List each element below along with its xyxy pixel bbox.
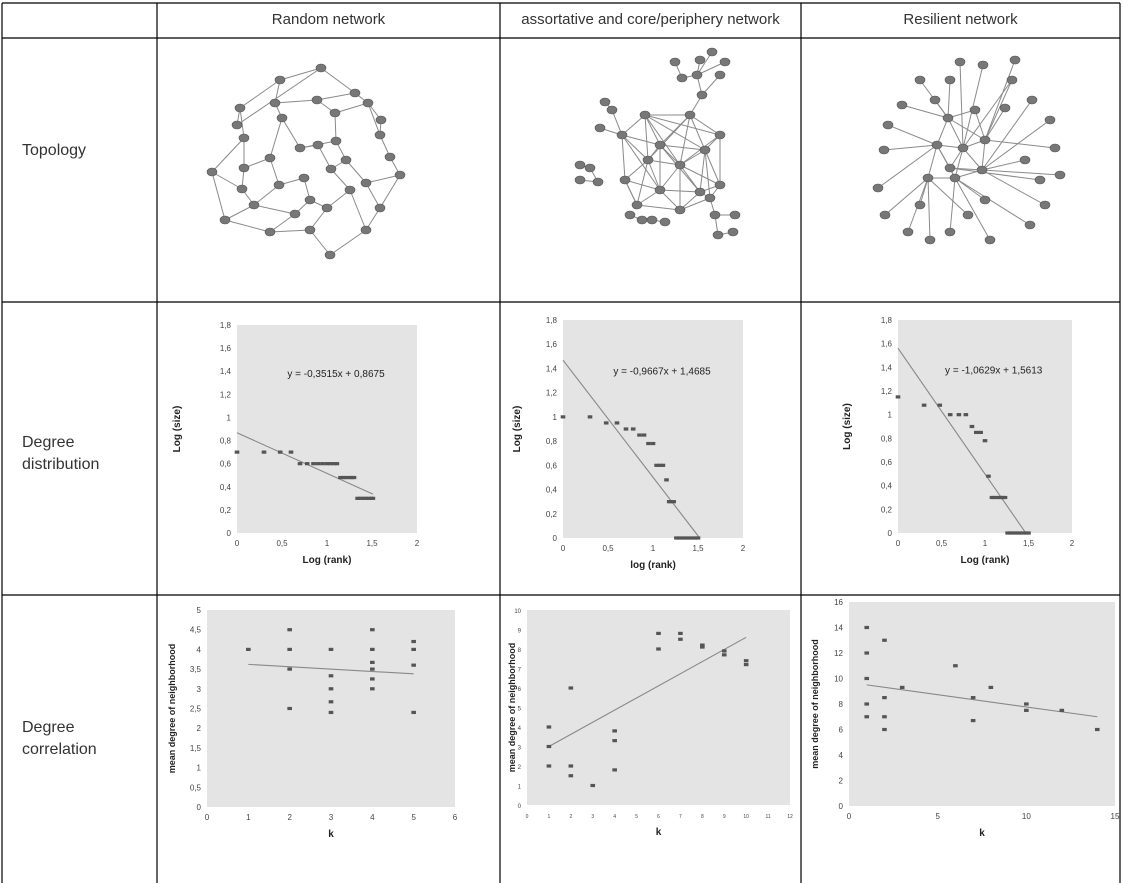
row-label-degree-distribution: Degree distribution (22, 432, 99, 475)
column-header-assortative: assortative and core/periphery network (521, 10, 780, 28)
column-header-resilient: Resilient network (903, 10, 1018, 28)
row-label-line: Degree (22, 719, 75, 736)
row-label-line: correlation (22, 740, 97, 758)
row-label-line: Degree (22, 434, 75, 451)
row-label-degree-correlation: Degree correlation (22, 717, 97, 760)
row-label-topology: Topology (22, 140, 86, 162)
column-header-random: Random network (271, 10, 386, 28)
row-label-line: distribution (22, 455, 100, 473)
row-label-line: Topology (22, 142, 87, 159)
